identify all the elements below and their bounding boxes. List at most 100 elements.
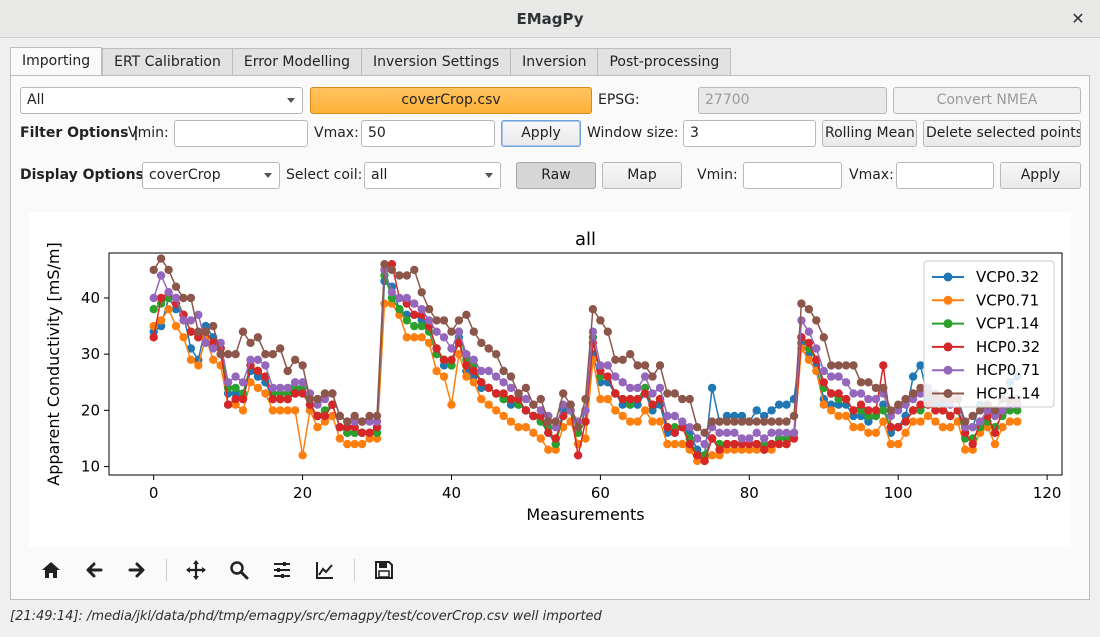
data-point xyxy=(179,293,188,303)
data-point xyxy=(856,378,866,387)
data-point xyxy=(320,389,330,398)
display-vmax-field[interactable] xyxy=(896,162,994,189)
epsg-field[interactable]: 27700 xyxy=(698,87,887,114)
delete-selected-points-button[interactable]: Delete selected points xyxy=(923,120,1081,147)
display-vmin-field[interactable] xyxy=(743,162,842,189)
data-point xyxy=(477,378,486,387)
back-arrow-icon[interactable] xyxy=(80,556,108,584)
tab-importing[interactable]: Importing xyxy=(10,47,103,76)
window-size-field[interactable]: 3 xyxy=(683,120,816,147)
data-point xyxy=(700,456,709,466)
data-point xyxy=(290,355,300,364)
data-point xyxy=(834,411,843,421)
tab-error-modelling[interactable]: Error Modelling xyxy=(231,48,362,76)
data-point xyxy=(618,355,627,364)
data-point xyxy=(492,372,501,381)
save-icon[interactable] xyxy=(370,556,398,584)
data-point xyxy=(678,439,687,449)
filter-apply-button[interactable]: Apply xyxy=(501,120,581,147)
tab-inversion[interactable]: Inversion xyxy=(510,48,598,76)
zoom-icon[interactable] xyxy=(225,556,253,584)
data-point xyxy=(871,406,881,415)
data-point xyxy=(209,355,218,364)
raw-button[interactable]: Raw xyxy=(516,162,596,189)
data-point xyxy=(149,265,158,275)
data-point xyxy=(149,305,158,314)
tab-inversion-settings[interactable]: Inversion Settings xyxy=(361,48,511,76)
data-point xyxy=(469,366,478,376)
toolbar-separator xyxy=(166,559,167,581)
display-survey-select[interactable]: coverCrop xyxy=(142,162,280,189)
legend-entry: VCP0.32 xyxy=(976,268,1039,286)
home-icon[interactable] xyxy=(37,556,65,584)
survey-select[interactable]: All xyxy=(20,87,303,114)
tab-ert-calibration[interactable]: ERT Calibration xyxy=(102,48,232,76)
data-point xyxy=(469,355,478,364)
pan-icon[interactable] xyxy=(182,556,210,584)
display-survey-value: coverCrop xyxy=(149,167,221,183)
edit-axis-icon[interactable] xyxy=(311,556,339,584)
data-point xyxy=(752,417,761,426)
data-point xyxy=(685,439,694,449)
data-point xyxy=(812,316,821,325)
coil-select[interactable]: all xyxy=(364,162,501,189)
data-point xyxy=(492,350,501,359)
data-point xyxy=(946,411,955,421)
data-point xyxy=(410,265,419,275)
plot-canvas[interactable]: all 0 20 40 60 80 100 120 10 20 30 40 Measurements Ap… xyxy=(29,212,1071,547)
data-point xyxy=(752,428,761,437)
display-apply-button[interactable]: Apply xyxy=(1000,162,1081,189)
data-point xyxy=(186,316,196,325)
data-point xyxy=(156,293,166,303)
legend-marker xyxy=(943,272,953,282)
data-point xyxy=(417,305,426,314)
data-point xyxy=(722,417,732,426)
forward-arrow-icon[interactable] xyxy=(123,556,151,584)
data-point xyxy=(894,439,903,449)
map-button[interactable]: Map xyxy=(602,162,682,189)
data-point xyxy=(730,417,739,426)
data-point xyxy=(908,389,918,398)
filter-vmin-label: Vmin: xyxy=(128,125,169,141)
data-point xyxy=(276,344,285,353)
data-point xyxy=(484,366,493,376)
configure-subplots-icon[interactable] xyxy=(268,556,296,584)
data-point xyxy=(559,411,568,421)
data-point xyxy=(849,361,858,370)
data-point xyxy=(812,355,821,364)
import-file-button[interactable]: coverCrop.csv xyxy=(310,87,592,114)
filter-vmin-field[interactable] xyxy=(174,120,308,147)
data-point xyxy=(767,417,776,426)
data-point xyxy=(194,327,203,336)
filter-options-label: Filter Options | xyxy=(20,125,139,141)
convert-nmea-button[interactable]: Convert NMEA xyxy=(893,87,1081,114)
data-point xyxy=(908,406,918,415)
data-point xyxy=(439,333,449,342)
data-point xyxy=(246,378,255,387)
chart-title: all xyxy=(575,229,596,250)
data-point xyxy=(849,389,858,398)
data-point xyxy=(506,383,516,393)
data-point xyxy=(536,406,545,415)
tab-post-processing[interactable]: Post-processing xyxy=(597,48,732,76)
data-point xyxy=(298,389,307,398)
data-point xyxy=(484,344,493,353)
data-point xyxy=(603,394,612,404)
data-point xyxy=(856,423,866,432)
data-point xyxy=(439,316,449,325)
filter-vmax-field[interactable]: 50 xyxy=(361,120,495,147)
data-point xyxy=(298,451,307,460)
close-icon[interactable]: ✕ xyxy=(1071,9,1085,28)
rolling-mean-button[interactable]: Rolling Mean xyxy=(822,120,917,147)
x-tick-label: 0 xyxy=(149,484,159,502)
data-point xyxy=(745,417,754,426)
data-point xyxy=(685,423,694,432)
data-point xyxy=(350,411,359,421)
data-point xyxy=(186,327,196,336)
data-point xyxy=(320,411,330,421)
conductivity-chart[interactable]: all 0 20 40 60 80 100 120 10 20 30 40 Measurements Ap… xyxy=(29,212,1071,547)
data-point xyxy=(209,344,218,353)
data-point xyxy=(439,355,449,364)
select-coil-label: Select coil: xyxy=(286,167,363,183)
x-tick-label: 60 xyxy=(591,484,610,502)
